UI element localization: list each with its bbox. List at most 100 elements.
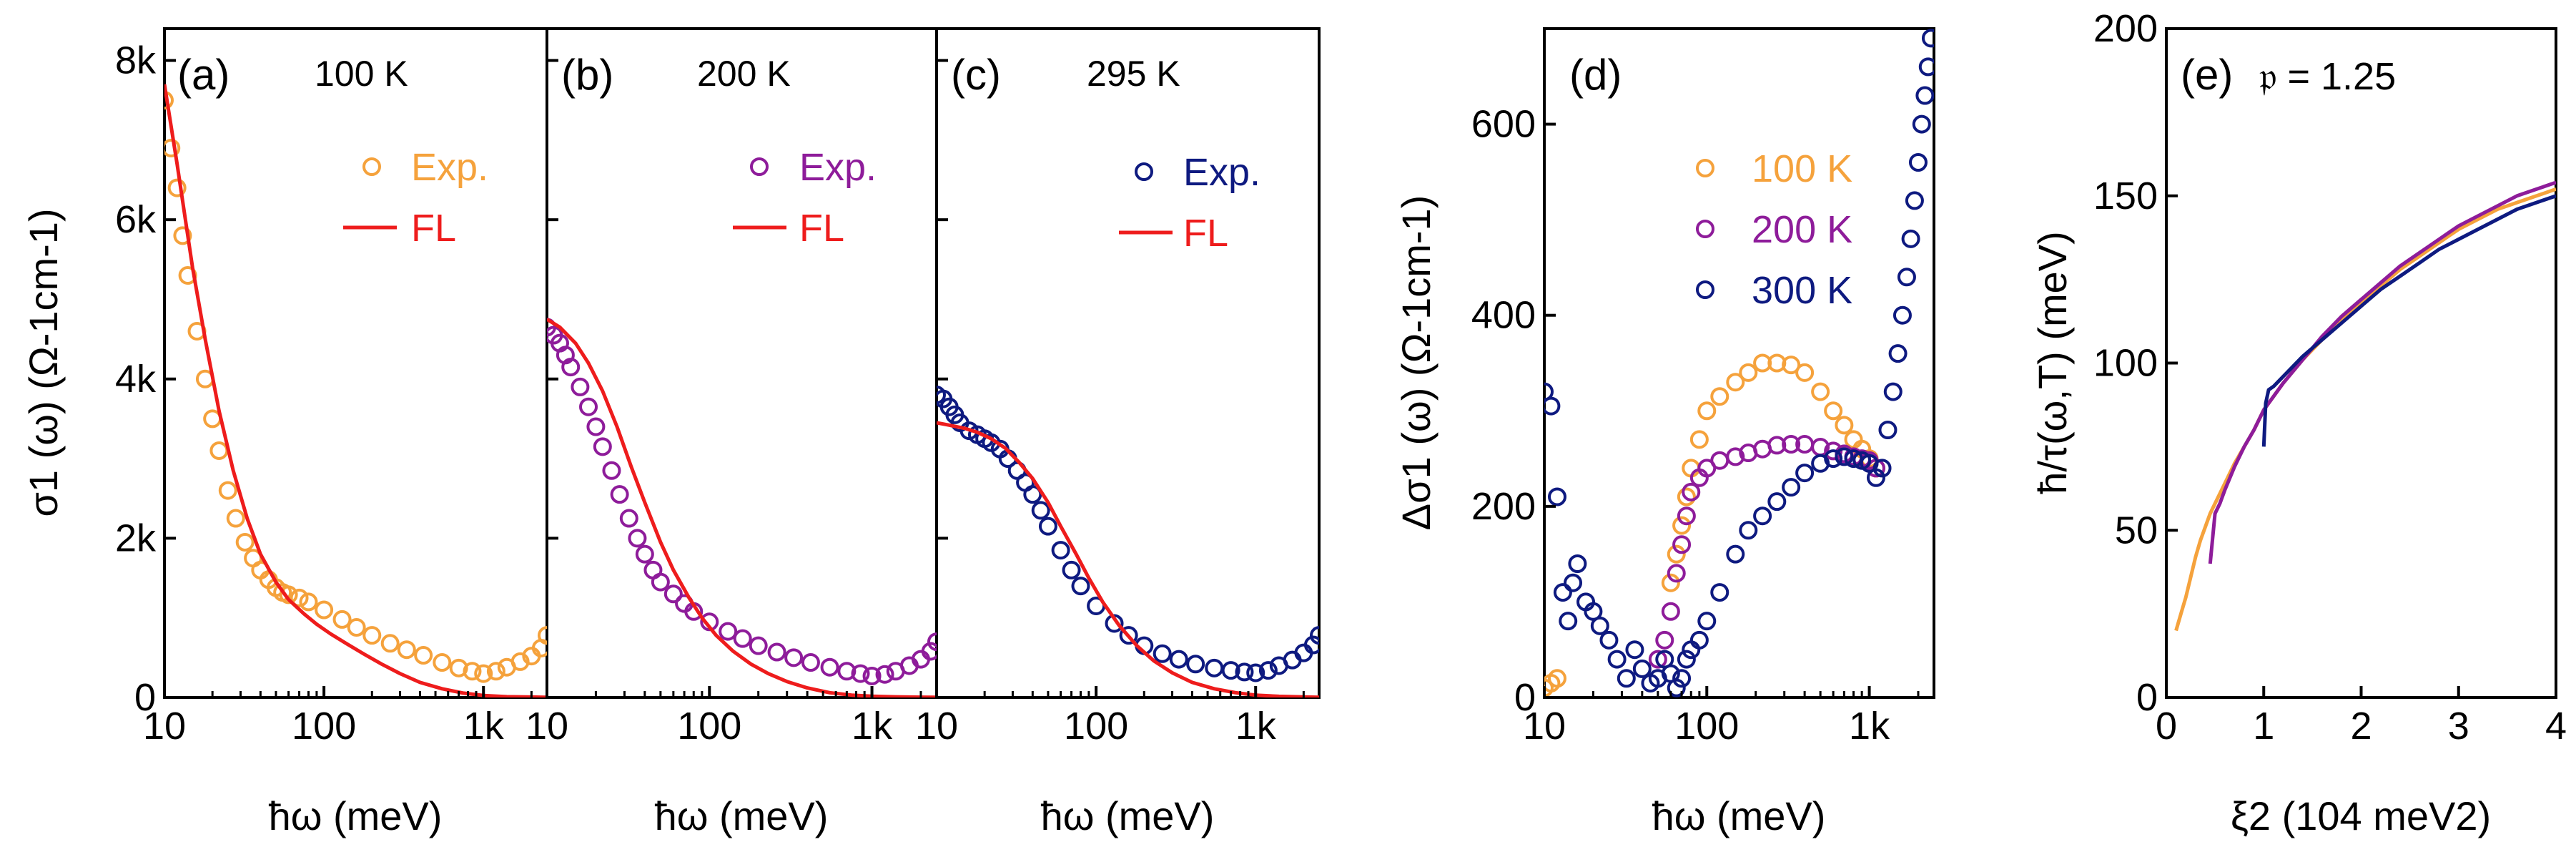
point-d-300-k-0: [1544, 382, 1554, 401]
point-d-100-k-19: [1835, 416, 1854, 435]
point-d-300-k-12: [1617, 669, 1636, 688]
point-d-300-k-11: [1607, 650, 1627, 669]
legend-d-200k-marker: [1696, 220, 1714, 238]
xlabel-d: ħω (meV): [1652, 793, 1826, 838]
point-b-exp--27: [837, 662, 857, 681]
legend-d-100k-marker: [1696, 159, 1714, 177]
point-a-exp--27: [433, 653, 452, 672]
point-c-exp--17: [1062, 560, 1081, 579]
point-a-exp--23: [362, 626, 382, 645]
point-a-exp--18: [290, 588, 309, 607]
ytick-label-e-4: 200: [2093, 7, 2158, 50]
point-a-exp--36: [538, 626, 547, 645]
xtick-label-d-2: 1k: [1849, 705, 1890, 748]
point-d-300-k-47: [1908, 153, 1928, 172]
point-d-300-k-31: [1795, 464, 1815, 483]
point-a-exp--1: [164, 138, 181, 157]
panel-e-frame: [2165, 27, 2557, 699]
point-d-300-k-14: [1632, 659, 1652, 678]
point-b-exp--9: [602, 461, 621, 480]
point-d-300-k-48: [1912, 114, 1931, 134]
point-d-200-k-10: [1726, 447, 1745, 466]
panel-a-temperature: 100 K: [315, 54, 408, 94]
panel-d-frame: [1543, 27, 1935, 699]
point-b-exp--7: [586, 417, 606, 436]
point-d-100-k-17: [1811, 382, 1830, 401]
line-e-200-k: [2208, 180, 2556, 564]
point-d-100-k-9: [1697, 401, 1717, 421]
point-b-exp--6: [579, 397, 598, 416]
point-d-200-k-1: [1655, 630, 1674, 650]
legend-c-fl-label: FL: [1183, 212, 1228, 255]
point-d-200-k-2: [1661, 602, 1680, 621]
point-b-exp--11: [619, 509, 638, 528]
point-d-100-k-4: [1667, 544, 1686, 564]
point-d-200-k-0: [1648, 650, 1667, 669]
point-a-exp--11: [235, 532, 255, 552]
point-a-exp--29: [463, 662, 482, 681]
xtick-label-d-0: 10: [1523, 705, 1566, 748]
point-c-exp--16: [1051, 541, 1070, 560]
point-d-100-k-18: [1824, 401, 1843, 421]
point-c-exp--29: [1246, 663, 1265, 682]
ytick-label-d-1: 200: [1471, 485, 1536, 528]
point-a-exp--17: [279, 585, 298, 604]
xtick-label-a-2: 1k: [463, 705, 505, 748]
xlabel-a: ħω (meV): [269, 793, 443, 838]
ytick-label-a-0: 0: [134, 676, 156, 719]
point-d-300-k-4: [1559, 612, 1578, 631]
xtick-label-b-1: 100: [677, 705, 741, 748]
point-b-exp--22: [749, 636, 768, 655]
point-d-100-k-10: [1710, 387, 1729, 406]
point-d-200-k-5: [1677, 506, 1696, 526]
point-d-300-k-8: [1584, 602, 1603, 621]
point-d-300-k-34: [1835, 447, 1854, 466]
point-a-exp--22: [347, 618, 366, 637]
panel-e-label: (e): [2181, 51, 2233, 99]
point-b-exp--8: [593, 437, 612, 456]
point-b-exp--20: [719, 622, 738, 641]
point-d-300-k-23: [1689, 630, 1709, 650]
xtick-label-e-2: 2: [2350, 705, 2372, 748]
line-e-300-k: [2261, 194, 2556, 447]
xlabel-b: ħω (meV): [655, 793, 829, 838]
point-b-exp--15: [651, 572, 670, 592]
ytick-label-e-0: 0: [2136, 676, 2158, 719]
point-a-exp--10: [226, 509, 245, 528]
point-d-300-k-40: [1878, 421, 1898, 439]
xtick-label-c-1: 100: [1064, 705, 1128, 748]
point-a-exp--30: [474, 664, 493, 683]
point-c-exp--21: [1119, 626, 1138, 645]
ytick-label-e-2: 100: [2093, 342, 2158, 385]
point-b-exp--34: [921, 642, 937, 661]
point-d-300-k-3: [1553, 583, 1572, 602]
point-b-exp--24: [784, 648, 804, 667]
point-a-exp--24: [380, 634, 400, 653]
point-c-exp--14: [1031, 501, 1050, 520]
line-b-fl: [547, 318, 937, 697]
point-d-100-k-8: [1689, 430, 1709, 449]
xtick-label-c-2: 1k: [1235, 705, 1277, 748]
panel-b-frame: [546, 27, 938, 699]
panel-d-legend: 100 K 200 K 300 K: [1696, 147, 1852, 312]
point-d-300-k-41: [1883, 382, 1903, 401]
ytick-label-d-0: 0: [1514, 676, 1536, 719]
point-c-exp--28: [1235, 662, 1254, 682]
ylabel-a: σ1 (ω) (Ω-1cm-1): [21, 208, 66, 516]
point-d-100-k-15: [1782, 356, 1801, 375]
point-d-100-k-11: [1726, 373, 1745, 392]
point-d-300-k-5: [1564, 573, 1583, 592]
point-d-300-k-38: [1866, 468, 1885, 487]
panel-c-label: (c): [951, 51, 1001, 99]
point-c-exp--35: [1310, 626, 1319, 645]
panel-a-legend: Exp. FL: [343, 146, 488, 250]
point-a-exp--9: [218, 481, 237, 500]
point-d-300-k-26: [1726, 544, 1745, 564]
point-d-300-k-44: [1897, 268, 1916, 287]
point-d-300-k-42: [1888, 344, 1908, 363]
point-b-exp--5: [571, 377, 590, 396]
xlabel-e: ξ2 (104 meV2): [2231, 793, 2491, 838]
point-b-exp--30: [875, 665, 894, 684]
point-d-200-k-9: [1710, 451, 1729, 470]
